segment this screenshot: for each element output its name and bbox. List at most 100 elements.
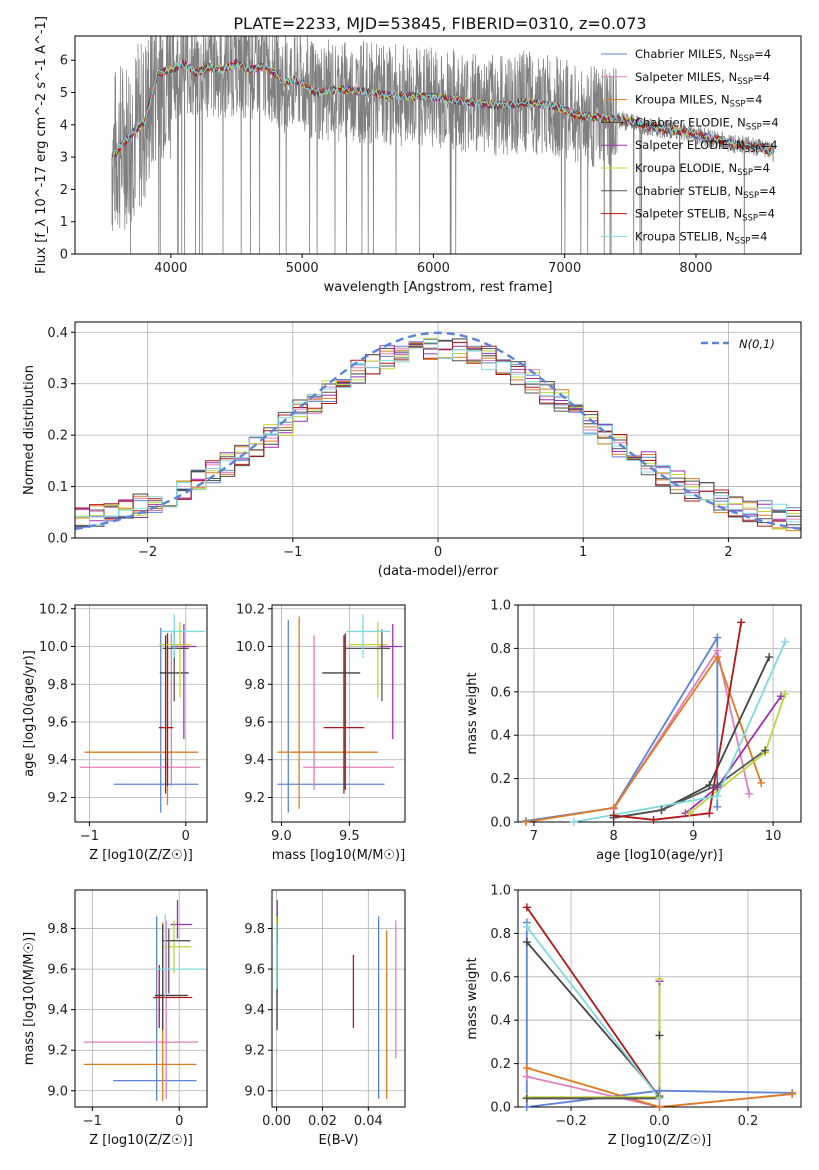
y-tick-label: 9.6 xyxy=(47,963,68,978)
weight-point-marker xyxy=(705,781,714,790)
x-tick-label: 10 xyxy=(765,829,782,844)
x-tick-label: 0 xyxy=(175,1114,183,1129)
legend-model-name: Salpeter ELODIE, N xyxy=(635,138,745,152)
x-tick-label: 0 xyxy=(182,829,190,844)
legend-entry: Salpeter STELIB, NSSP=4 xyxy=(635,207,775,224)
y-tick-label: 4 xyxy=(60,118,68,133)
y-tick-label: 10.0 xyxy=(39,640,68,655)
legend-count: =4 xyxy=(761,138,778,152)
legend-count: =4 xyxy=(745,93,762,107)
y-tick-label: 1 xyxy=(60,215,68,230)
y-tick-label: 0.4 xyxy=(47,326,68,341)
y-tick-label: 0.6 xyxy=(490,970,511,985)
y-tick-label: 9.2 xyxy=(47,1044,68,1059)
weight-point-marker xyxy=(713,633,722,642)
plot-area xyxy=(276,900,397,1099)
plot-area xyxy=(525,906,793,1107)
panel-age_vs_mass: 9.0 9.5 9.2 9.4 9.6 9.8 10.0 10.2 mass [log10(M/… xyxy=(236,602,406,863)
weight-line xyxy=(613,622,743,821)
axes-frame xyxy=(271,604,406,823)
panel-residuals: −2 −1 0 1 2 0.0 0.1 0.2 0.3 0.4 (data-model)/error… xyxy=(22,321,802,579)
weight-point-marker xyxy=(609,803,618,812)
legend-subscript: SSP xyxy=(738,54,754,64)
axes-frame xyxy=(74,35,802,255)
y-tick-label: 9.6 xyxy=(244,715,265,730)
weight-point-marker xyxy=(713,653,722,662)
legend-model-name: Chabrier MILES, N xyxy=(635,47,738,61)
weight-line xyxy=(613,749,766,819)
legend-model-name: Chabrier STELIB, N xyxy=(635,184,743,198)
y-tick-label: 9.0 xyxy=(244,1084,265,1099)
weight-point-marker xyxy=(781,689,790,698)
x-tick-label: 0.02 xyxy=(308,1114,337,1129)
y-tick-label: 0.2 xyxy=(47,429,68,444)
y-tick-label: 9.8 xyxy=(244,678,265,693)
x-axis-label: Z [log10(Z/Z☉)] xyxy=(89,1133,193,1148)
weight-point-marker xyxy=(788,1089,797,1098)
y-tick-label: 5 xyxy=(60,86,68,101)
y-tick-label: 1.0 xyxy=(490,884,511,899)
y-tick-label: 9.4 xyxy=(47,753,68,768)
plot-area xyxy=(277,614,403,813)
figure-title: PLATE=2233, MJD=53845, FIBERID=0310, z=0… xyxy=(233,14,646,33)
legend-model-name: Kroupa ELODIE, N xyxy=(635,161,737,175)
x-tick-label: −1 xyxy=(283,545,302,560)
y-axis-label: mass [log10(M/M☉)] xyxy=(22,932,37,1065)
weight-line xyxy=(526,906,661,1099)
weight-point-marker xyxy=(655,974,664,983)
x-tick-label: 7 xyxy=(530,829,538,844)
y-tick-label: 0.6 xyxy=(490,685,511,700)
y-tick-label: 6 xyxy=(60,54,68,69)
legend-count: =4 xyxy=(754,47,771,61)
x-tick-label: 1 xyxy=(579,545,587,560)
y-tick-label: 9.2 xyxy=(244,791,265,806)
y-axis-label: Flux [f_λ 10^-17 erg cm^-2 s^-1 A^-1] xyxy=(34,16,49,274)
x-tick-label: −1 xyxy=(80,829,99,844)
y-tick-label: 9.8 xyxy=(244,922,265,937)
legend-count: =4 xyxy=(758,207,775,221)
weight-point-marker xyxy=(781,637,790,646)
plot-area xyxy=(75,331,801,532)
y-axis-label: mass weight xyxy=(465,672,480,754)
legend-entry: Kroupa ELODIE, NSSP=4 xyxy=(635,161,770,178)
weight-point-marker xyxy=(655,1094,664,1103)
weight-point-marker xyxy=(761,746,770,755)
x-axis-label: Z [log10(Z/Z☉)] xyxy=(608,1133,712,1148)
y-tick-label: 10.0 xyxy=(236,640,265,655)
y-axis-label: mass weight xyxy=(465,957,480,1039)
weight-point-marker xyxy=(713,791,722,800)
weight-point-marker xyxy=(757,778,766,787)
weight-line xyxy=(525,634,719,822)
x-tick-label: 0 xyxy=(434,545,442,560)
spectrum-model-line xyxy=(111,59,774,159)
legend-model-name: Kroupa STELIB, N xyxy=(635,229,735,243)
x-tick-label: 0.0 xyxy=(649,1114,670,1129)
y-tick-label: 9.2 xyxy=(47,791,68,806)
weight-line xyxy=(526,1067,793,1107)
x-tick-label: 0.2 xyxy=(738,1114,759,1129)
weight-point-marker xyxy=(522,1063,531,1072)
weight-point-marker xyxy=(765,653,774,662)
legend-entry: Chabrier ELODIE, NSSP=4 xyxy=(635,115,779,132)
weight-point-marker xyxy=(522,938,531,947)
y-tick-label: 9.8 xyxy=(47,678,68,693)
y-tick-label: 0.2 xyxy=(490,772,511,787)
x-tick-label: 0.04 xyxy=(354,1114,383,1129)
y-tick-label: 0.8 xyxy=(490,642,511,657)
x-axis-label: mass [log10(M/M☉)] xyxy=(272,848,405,863)
y-tick-label: 9.2 xyxy=(244,1044,265,1059)
x-axis-label: age [log10(age/yr)] xyxy=(596,848,723,863)
weight-point-marker xyxy=(685,809,694,818)
legend-entry: Chabrier MILES, NSSP=4 xyxy=(635,47,771,64)
x-tick-label: 7000 xyxy=(548,261,581,276)
weight-line xyxy=(612,648,751,810)
weight-point-marker xyxy=(713,802,722,811)
axes-frame xyxy=(74,604,208,823)
x-tick-label: 8000 xyxy=(679,261,712,276)
legend-model-name: Chabrier ELODIE, N xyxy=(635,115,746,129)
weight-point-marker xyxy=(522,903,531,912)
weight-point-marker xyxy=(713,781,722,790)
x-axis-label: (data-model)/error xyxy=(378,564,499,579)
legend-entry: N(0,1) xyxy=(739,337,775,351)
weight-line xyxy=(573,641,786,822)
